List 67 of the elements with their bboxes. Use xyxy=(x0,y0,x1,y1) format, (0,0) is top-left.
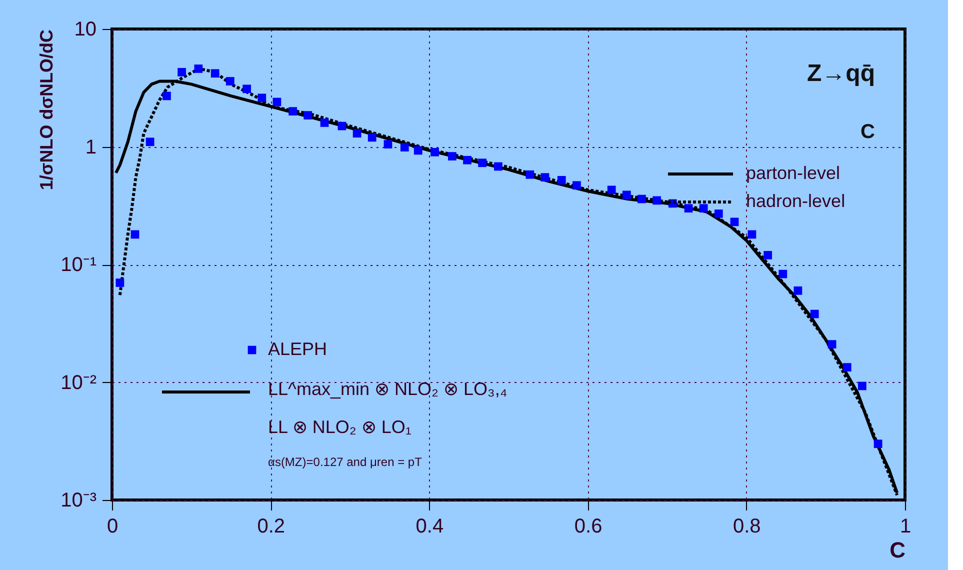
y-tick-label: 10⁻¹ xyxy=(60,254,97,276)
x-axis-title: C xyxy=(890,538,906,562)
point xyxy=(874,440,882,448)
y-tick-label: 10 xyxy=(74,18,96,40)
point xyxy=(304,111,312,120)
point xyxy=(352,129,362,138)
point xyxy=(638,194,646,204)
point xyxy=(858,382,866,390)
point xyxy=(430,148,439,156)
point xyxy=(242,84,251,94)
annotation: LL^max_min ⊗ NLO₂ ⊗ LO₃,₄ xyxy=(268,379,508,399)
point xyxy=(714,210,723,218)
point xyxy=(414,146,422,155)
point xyxy=(194,64,203,73)
point xyxy=(400,143,409,152)
x-tick-label: 0.4 xyxy=(416,516,444,538)
annotation: Z→qq̄ xyxy=(807,60,875,87)
point xyxy=(526,170,534,179)
point xyxy=(272,98,282,106)
point xyxy=(178,68,186,76)
point xyxy=(607,186,616,194)
x-tick-label: 0.6 xyxy=(574,516,602,538)
point xyxy=(338,122,346,130)
point xyxy=(557,176,566,184)
x-tick-label: 1 xyxy=(900,516,912,538)
point xyxy=(622,190,631,200)
point xyxy=(684,204,693,213)
point xyxy=(463,156,472,164)
point xyxy=(730,218,739,226)
point xyxy=(130,230,140,239)
point xyxy=(652,196,661,205)
point xyxy=(572,181,581,190)
point xyxy=(794,286,802,295)
point xyxy=(116,278,124,287)
point xyxy=(258,94,266,102)
point xyxy=(699,204,708,213)
point xyxy=(368,133,376,142)
legend-label: hadron-level xyxy=(746,191,846,211)
x-tick-label: 0.2 xyxy=(257,516,286,538)
point xyxy=(748,230,756,239)
point xyxy=(210,69,220,78)
point xyxy=(494,162,502,171)
point xyxy=(810,310,819,318)
point xyxy=(448,152,456,160)
point xyxy=(478,158,487,168)
legend-label: parton-level xyxy=(746,163,840,183)
point xyxy=(226,77,234,86)
legend-label: ALEPH xyxy=(268,339,328,359)
y-tick-label: 1 xyxy=(85,136,96,158)
annotation: C xyxy=(860,121,875,143)
annotation: LL ⊗ NLO₂ ⊗ LO₁ xyxy=(268,417,412,437)
x-tick-label: 0 xyxy=(106,516,118,538)
point xyxy=(828,340,836,348)
point xyxy=(288,107,297,116)
y-tick-label: 10⁻³ xyxy=(60,490,97,512)
point xyxy=(146,138,154,146)
point xyxy=(384,140,392,148)
point xyxy=(540,173,550,182)
y-axis-title: 1/σNLO dσNLO/dC xyxy=(36,30,57,190)
point xyxy=(778,270,788,278)
point xyxy=(764,250,772,260)
point xyxy=(162,92,171,100)
annotation: αs(MZ)=0.127 and μren = pT xyxy=(268,455,423,469)
point xyxy=(842,363,852,372)
y-tick-label: 10⁻² xyxy=(60,372,97,394)
point xyxy=(320,118,329,127)
x-tick-label: 0.8 xyxy=(732,516,761,538)
